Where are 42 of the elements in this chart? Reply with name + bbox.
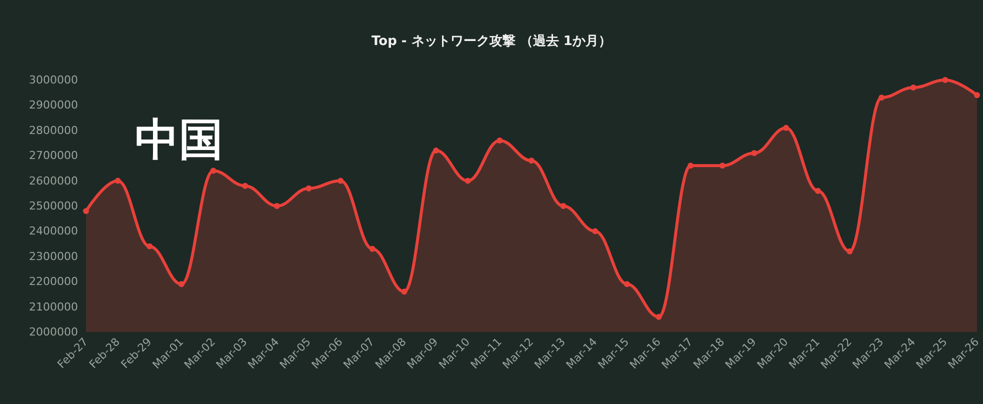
point — [783, 124, 790, 131]
point — [433, 148, 440, 154]
y-tick-label: 2500000 — [29, 200, 78, 212]
y-tick-label: 2600000 — [29, 174, 78, 188]
y-tick-label: 2200000 — [29, 275, 78, 288]
y-tick-label: 2000000 — [29, 326, 78, 338]
point — [496, 137, 503, 144]
point — [146, 243, 153, 250]
point — [274, 203, 280, 209]
point — [306, 185, 312, 192]
y-tick-label: 2100000 — [29, 300, 78, 314]
y-tick-label: 3000000 — [29, 74, 78, 86]
point — [751, 150, 758, 156]
chart-title: Top - ネットワーク攻撃 （過去 1か月） — [372, 33, 612, 49]
point — [242, 182, 248, 189]
point — [688, 162, 694, 169]
point — [210, 168, 216, 174]
point — [974, 92, 980, 98]
point — [592, 228, 598, 234]
point — [846, 248, 853, 254]
point — [464, 178, 471, 184]
point — [528, 158, 534, 164]
point — [114, 178, 121, 184]
point — [656, 314, 662, 320]
y-tick-label: 2800000 — [29, 124, 78, 137]
point — [878, 94, 885, 101]
point — [369, 246, 376, 252]
point — [910, 84, 916, 91]
annotation: 中国 — [135, 114, 223, 166]
point — [83, 208, 89, 214]
point — [401, 288, 408, 295]
point — [560, 203, 566, 209]
point — [624, 281, 630, 288]
y-tick-label: 2900000 — [29, 98, 78, 112]
point — [942, 77, 948, 83]
y-tick-label: 2700000 — [29, 149, 78, 162]
point — [178, 281, 184, 288]
y-tick-label: 2300000 — [29, 250, 78, 263]
y-tick-label: 2400000 — [29, 224, 78, 238]
point — [814, 188, 821, 194]
point — [719, 162, 726, 169]
point — [338, 178, 344, 184]
